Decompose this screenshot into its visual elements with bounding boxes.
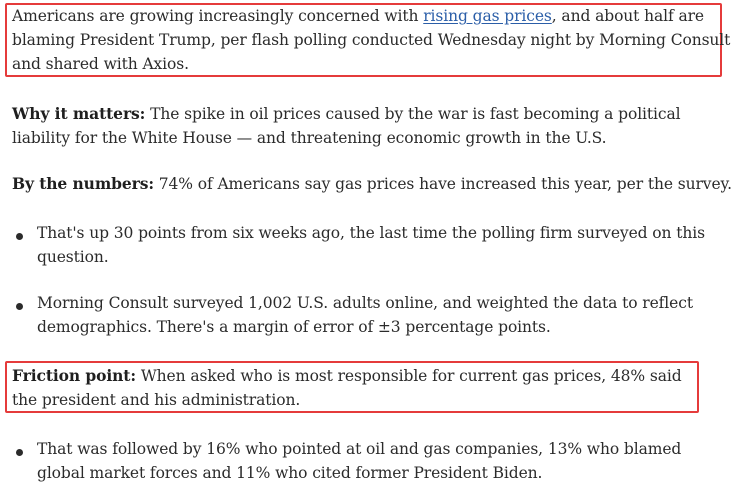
intro-text-end: , and about half are blaming President T… — [12, 7, 731, 73]
intro-paragraph: Americans are growing increasingly conce… — [12, 4, 737, 76]
why-it-matters-label: Why it matters: — [12, 104, 146, 123]
why-it-matters-paragraph: Why it matters: The spike in oil prices … — [12, 102, 737, 150]
by-the-numbers-label: By the numbers: — [12, 174, 154, 193]
bullet-dot — [16, 449, 23, 456]
by-the-numbers-paragraph: By the numbers: 74% of Americans say gas… — [12, 172, 737, 196]
bullet-dot — [16, 303, 23, 310]
friction-bullet-1: That was followed by 16% who pointed at … — [37, 440, 682, 482]
why-it-matters-text: The spike in oil prices caused by the wa… — [12, 105, 681, 147]
friction-point-paragraph: Friction point: When asked who is most r… — [12, 364, 692, 412]
friction-point-label: Friction point: — [12, 366, 136, 385]
by-the-numbers-text: 74% of Americans say gas prices have inc… — [153, 175, 732, 193]
numbers-bullet-2: Morning Consult surveyed 1,002 U.S. adul… — [37, 294, 693, 336]
rising-gas-prices-link[interactable]: rising gas prices — [423, 7, 552, 25]
friction-point-text: When asked who is most responsible for c… — [12, 367, 682, 409]
bullet-dot — [16, 233, 23, 240]
intro-text-start: Americans are growing increasingly conce… — [12, 7, 424, 25]
numbers-bullet-1: That's up 30 points from six weeks ago, … — [37, 224, 705, 266]
